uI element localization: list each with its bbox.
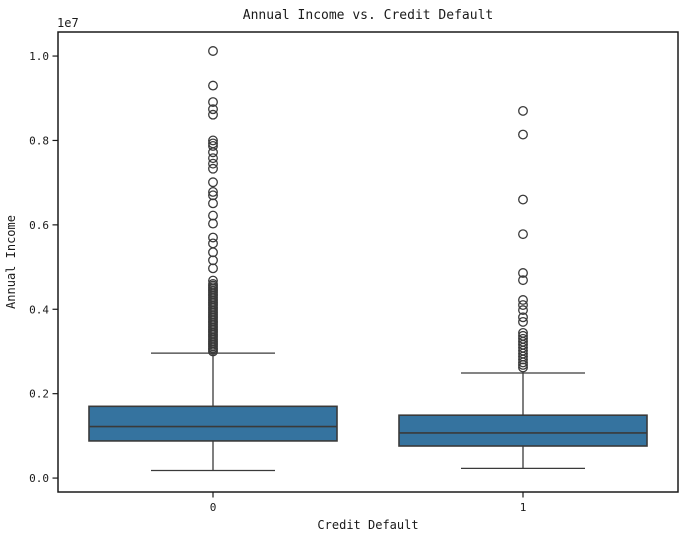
outlier-point (208, 186, 218, 197)
iqr-box (398, 414, 648, 447)
y-tick-label: 0.4 (29, 303, 49, 316)
x-tick-label: 0 (210, 501, 217, 514)
outlier-point (518, 300, 528, 310)
outlier-point (518, 312, 528, 323)
y-tick-label: 0.2 (29, 388, 49, 401)
outlier-point (518, 295, 528, 305)
outlier-point (208, 97, 218, 108)
chart-title: Annual Income vs. Credit Default (243, 8, 493, 23)
outlier-point (208, 263, 218, 274)
outlier-point (518, 268, 528, 278)
y-tick-label: 0.6 (29, 219, 49, 232)
outlier-point (208, 232, 218, 243)
outlier-point (518, 305, 528, 316)
boxplot-group-0 (88, 46, 338, 472)
outlier-point (208, 104, 218, 115)
x-tick-label: 1 (520, 501, 527, 514)
outlier-point (208, 158, 218, 169)
x-axis-label: Credit Default (317, 518, 418, 532)
outlier-point (208, 46, 218, 56)
y-tick-label: 0.8 (29, 134, 49, 147)
outlier-point (208, 346, 218, 357)
outlier-point (518, 194, 528, 205)
outlier-point (518, 129, 528, 140)
iqr-box (88, 405, 338, 442)
outlier-point (208, 80, 218, 91)
outlier-point (208, 177, 218, 188)
outlier-point (208, 198, 218, 209)
outlier-point (518, 360, 528, 370)
outlier-point (518, 275, 528, 286)
outlier-point (208, 140, 218, 151)
outlier-point (518, 316, 528, 327)
outlier-point (518, 229, 528, 240)
outlier-point (208, 163, 218, 174)
y-axis-label: Annual Income (4, 215, 18, 309)
outlier-point (208, 135, 218, 146)
outlier-point (208, 147, 218, 158)
outlier-point (208, 218, 218, 229)
boxplot-group-1 (398, 105, 648, 470)
outlier-point (518, 105, 528, 116)
boxplot-layer (88, 46, 648, 472)
outlier-point (518, 362, 528, 373)
outlier-point (518, 357, 528, 368)
y-tick-label: 0.0 (29, 472, 49, 485)
outlier-point (208, 153, 218, 164)
outlier-point (208, 109, 218, 120)
ticks-layer: 0.0 0.2 0.4 0.6 0.8 1.0 0 1 (29, 50, 526, 514)
y-tick-label: 1.0 (29, 50, 49, 63)
y-axis-offset-text: 1e7 (57, 16, 79, 30)
